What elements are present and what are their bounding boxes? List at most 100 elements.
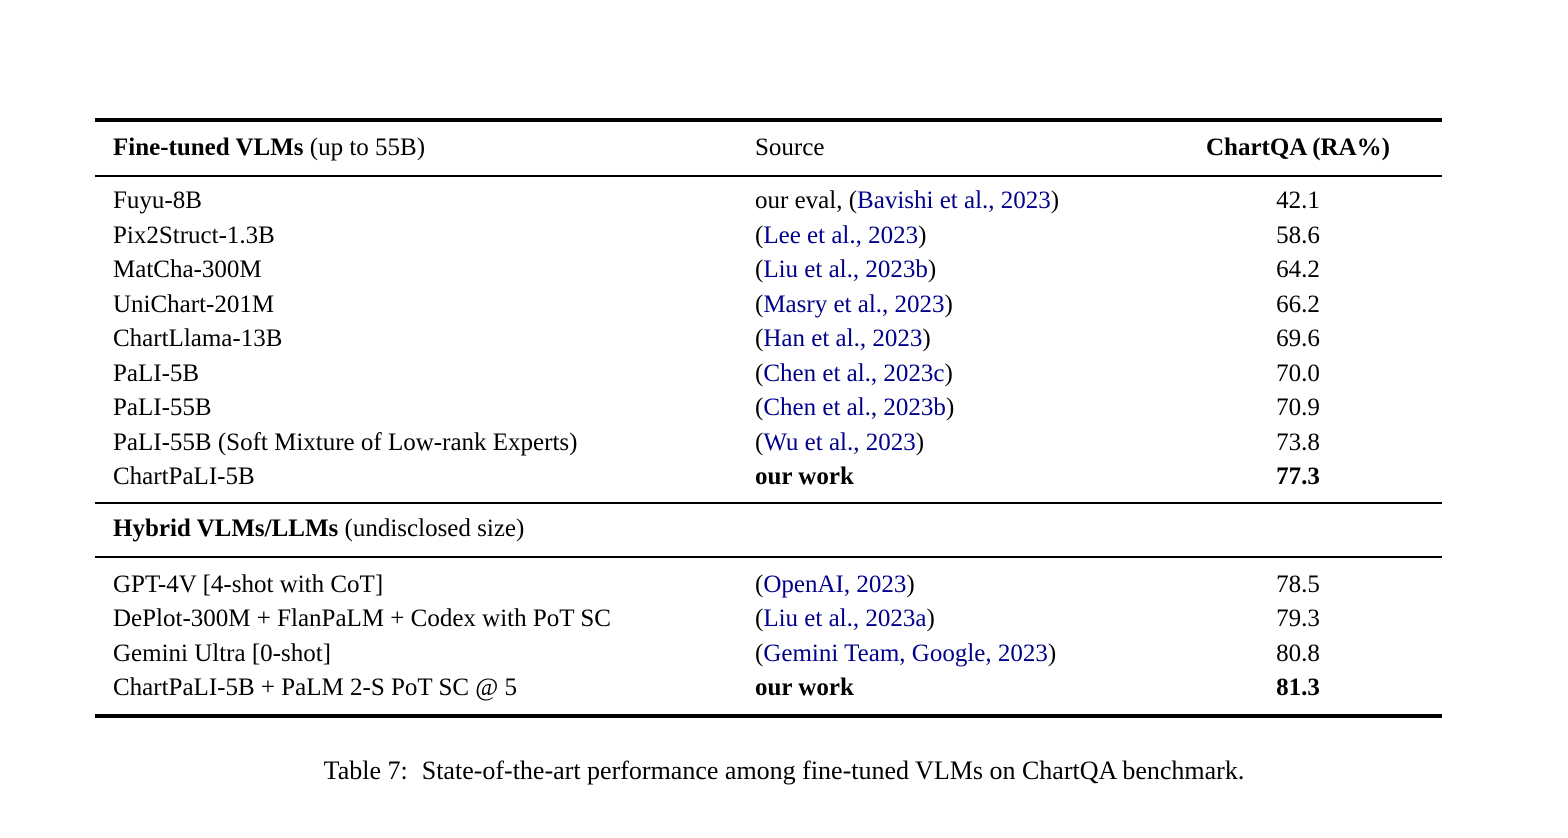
model-name: ChartPaLI-5B + PaLM 2-S PoT SC @ 5 — [113, 674, 518, 701]
table-row: Pix2Struct-1.3B (Lee et al., 2023) 58.6 — [95, 219, 1442, 254]
section-title-divider-rule — [95, 555, 1442, 558]
paren-open: ( — [755, 428, 764, 456]
model-name: PaLI-55B — [113, 394, 212, 421]
citation-link[interactable]: Gemini Team, Google, 2023 — [763, 639, 1048, 667]
model-name: ChartPaLI-5B — [113, 463, 255, 490]
paren-close: ) — [1047, 639, 1057, 667]
score-value: 77.3 — [1276, 463, 1320, 490]
source-cell: (Masry et al., 2023) — [755, 288, 1172, 323]
citation-link[interactable]: Bavishi et al., 2023 — [857, 187, 1051, 214]
paren-close: ) — [944, 290, 953, 318]
paren-open: ( — [755, 290, 764, 318]
paren-close: ) — [926, 605, 935, 632]
paren-open: ( — [755, 639, 764, 667]
source-cell: (Lee et al., 2023) — [755, 219, 1172, 254]
citation-link[interactable]: Chen et al., 2023c — [763, 359, 945, 387]
citation-link[interactable]: Lee et al., 2023 — [763, 221, 919, 249]
caption-label: Table 7: — [323, 756, 408, 785]
model-name: GPT-4V [4-shot with CoT] — [113, 570, 384, 598]
citation-link[interactable]: Chen et al., 2023b — [763, 394, 946, 421]
column-header-models-note: (up to 55B) — [303, 134, 426, 162]
column-header-models-bold: Fine-tuned VLMs — [113, 134, 304, 162]
citation-link[interactable]: Wu et al., 2023 — [763, 428, 916, 456]
paren-close: ) — [944, 359, 953, 387]
paren-open: ( — [848, 187, 858, 214]
table-top-rule — [95, 118, 1442, 122]
score-value: 64.2 — [1276, 256, 1320, 283]
citation-link[interactable]: Masry et al., 2023 — [763, 290, 945, 318]
table-row: PaLI-55B (Chen et al., 2023b) 70.9 — [95, 391, 1442, 426]
rows-block: Fuyu-8B our eval, (Bavishi et al., 2023) 4… — [95, 177, 1442, 502]
table-row: ChartLlama-13B (Han et al., 2023) 69.6 — [95, 322, 1442, 357]
source-cell: our work — [755, 671, 1172, 706]
score-value: 81.3 — [1276, 674, 1320, 701]
score-value: 80.8 — [1276, 639, 1320, 667]
table-header-row: Fine-tuned VLMs (up to 55B) Source Chart… — [95, 122, 1442, 175]
table-row: GPT-4V [4-shot with CoT] (OpenAI, 2023) 78… — [95, 568, 1442, 603]
score-value: 70.0 — [1276, 359, 1320, 387]
paren-close: ) — [1050, 187, 1060, 214]
model-name: UniChart-201M — [113, 290, 275, 318]
table-row: MatCha-300M (Liu et al., 2023b) 64.2 — [95, 253, 1442, 288]
score-value: 70.9 — [1276, 394, 1320, 421]
section-title: Hybrid VLMs/LLMs (undisclosed size) — [95, 512, 524, 547]
paren-open: ( — [755, 359, 764, 387]
model-name: Gemini Ultra [0-shot] — [113, 639, 332, 667]
score-value: 73.8 — [1276, 428, 1320, 456]
paren-open: ( — [755, 325, 764, 352]
section-title-bold: Hybrid VLMs/LLMs — [113, 515, 339, 543]
paren-open: ( — [755, 570, 764, 598]
model-name: ChartLlama-13B — [113, 325, 283, 352]
paren-open: ( — [755, 221, 764, 249]
table-row: Gemini Ultra [0-shot] (Gemini Team, Googl… — [95, 637, 1442, 672]
table-row: Fuyu-8B our eval, (Bavishi et al., 2023) 4… — [95, 184, 1442, 219]
score-value: 58.6 — [1276, 221, 1320, 249]
table-row: PaLI-5B (Chen et al., 2023c) 70.0 — [95, 357, 1442, 392]
source-our-work: our work — [755, 674, 854, 701]
citation-link[interactable]: Liu et al., 2023b — [763, 256, 928, 283]
score-value: 42.1 — [1276, 187, 1320, 214]
table-row: DePlot-300M + FlanPaLM + Codex with PoT … — [95, 602, 1442, 637]
rows-block: GPT-4V [4-shot with CoT] (OpenAI, 2023) 78… — [95, 558, 1442, 714]
source-cell: (Gemini Team, Google, 2023) — [755, 637, 1172, 672]
section-divider-rule — [95, 501, 1442, 504]
score-value: 79.3 — [1276, 605, 1320, 632]
model-name: DePlot-300M + FlanPaLM + Codex with PoT … — [113, 605, 611, 632]
citation-link[interactable]: OpenAI, 2023 — [763, 570, 907, 598]
citation-link[interactable]: Liu et al., 2023a — [763, 605, 927, 632]
source-our-work: our work — [755, 463, 854, 490]
results-table: Fine-tuned VLMs (up to 55B) Source Chart… — [95, 118, 1442, 718]
paren-close: ) — [906, 570, 915, 598]
score-value: 69.6 — [1276, 325, 1320, 352]
source-cell: our eval, (Bavishi et al., 2023) — [755, 184, 1172, 219]
model-name: Fuyu-8B — [113, 187, 202, 214]
table-row: PaLI-55B (Soft Mixture of Low-rank Exper… — [95, 426, 1442, 461]
source-cell: (Chen et al., 2023b) — [755, 391, 1172, 426]
model-name: MatCha-300M — [113, 256, 262, 283]
citation-link[interactable]: Han et al., 2023 — [763, 325, 923, 352]
score-value: 66.2 — [1276, 290, 1320, 318]
caption-text: State-of-the-art performance among fine-… — [421, 756, 1245, 785]
source-cell: (Chen et al., 2023c) — [755, 357, 1172, 392]
table-body: Fuyu-8B our eval, (Bavishi et al., 2023) 4… — [95, 177, 1442, 714]
header-divider-rule — [95, 175, 1442, 177]
paren-close: ) — [927, 256, 937, 283]
table-row: UniChart-201M (Masry et al., 2023) 66.2 — [95, 288, 1442, 323]
section-title-note: (undisclosed size) — [338, 515, 525, 543]
source-cell: (Han et al., 2023) — [755, 322, 1172, 357]
source-cell: (Wu et al., 2023) — [755, 426, 1172, 461]
source-cell: (Liu et al., 2023b) — [755, 253, 1172, 288]
paren-open: ( — [755, 394, 764, 421]
table-bottom-rule — [95, 713, 1442, 718]
table-caption: Table 7: State-of-the-art performance amo… — [0, 753, 1568, 789]
paren-close: ) — [945, 394, 955, 421]
source-cell: (OpenAI, 2023) — [755, 568, 1172, 603]
column-header-models: Fine-tuned VLMs (up to 55B) — [95, 131, 755, 166]
column-header-chartqa: ChartQA (RA%) — [1205, 134, 1390, 162]
source-prefix: our eval, — [755, 187, 849, 214]
model-name: PaLI-55B (Soft Mixture of Low-rank Exper… — [113, 428, 578, 456]
table-row: ChartPaLI-5B our work 77.3 — [95, 460, 1442, 495]
paren-open: ( — [755, 605, 764, 632]
paren-close: ) — [922, 325, 931, 352]
